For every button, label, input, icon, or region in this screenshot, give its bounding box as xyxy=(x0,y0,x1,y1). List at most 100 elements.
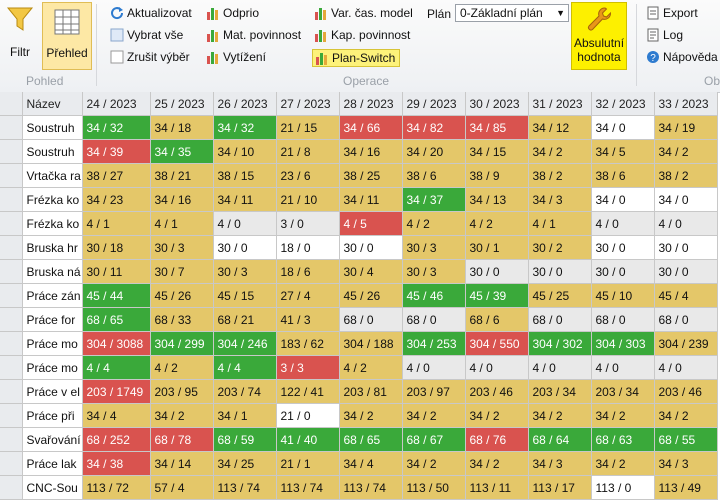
capacity-cell[interactable]: 68 / 33 xyxy=(150,307,214,332)
capacity-cell[interactable]: 30 / 7 xyxy=(150,259,214,284)
capacity-cell[interactable]: 34 / 5 xyxy=(591,139,655,164)
capacity-cell[interactable]: 4 / 0 xyxy=(654,355,718,380)
capacity-cell[interactable]: 304 / 302 xyxy=(528,331,592,356)
column-header-week[interactable]: 26 / 2023 xyxy=(213,92,277,116)
capacity-cell[interactable]: 34 / 4 xyxy=(82,403,151,428)
row-header[interactable] xyxy=(0,235,23,260)
capacity-cell[interactable]: 68 / 0 xyxy=(654,307,718,332)
capacity-cell[interactable]: 34 / 1 xyxy=(213,403,277,428)
select-all-button[interactable]: Vybrat vše xyxy=(110,28,183,42)
capacity-cell[interactable]: 38 / 2 xyxy=(654,163,718,188)
capacity-cell[interactable]: 4 / 4 xyxy=(82,355,151,380)
column-header-week[interactable]: 24 / 2023 xyxy=(82,92,151,116)
utilization-button[interactable]: Vytížení xyxy=(206,50,266,64)
capacity-cell[interactable]: 34 / 2 xyxy=(150,403,214,428)
capacity-cell[interactable]: 45 / 25 xyxy=(528,283,592,308)
capacity-cell[interactable]: 34 / 66 xyxy=(339,115,403,140)
capacity-cell[interactable]: 4 / 0 xyxy=(591,355,655,380)
capacity-cell[interactable]: 4 / 2 xyxy=(402,211,466,236)
capacity-cell[interactable]: 113 / 50 xyxy=(402,475,466,500)
capacity-cell[interactable]: 34 / 25 xyxy=(213,451,277,476)
workcenter-name-cell[interactable]: Frézka ko xyxy=(22,211,83,236)
row-header[interactable] xyxy=(0,115,23,140)
material-duty-button[interactable]: Mat. povinnost xyxy=(206,28,301,42)
refresh-button[interactable]: Aktualizovat xyxy=(110,6,192,20)
capacity-cell[interactable]: 4 / 2 xyxy=(150,355,214,380)
capacity-cell[interactable]: 34 / 15 xyxy=(465,139,529,164)
capacity-cell[interactable]: 34 / 16 xyxy=(150,187,214,212)
table-row[interactable]: Práce mo 304 / 3088 304 / 299 304 / 246 183 … xyxy=(0,331,718,356)
row-header[interactable] xyxy=(0,427,23,452)
capacity-cell[interactable]: 3 / 0 xyxy=(276,211,340,236)
column-header-week[interactable]: 33 / 2023 xyxy=(654,92,718,116)
capacity-cell[interactable]: 30 / 0 xyxy=(654,259,718,284)
capacity-cell[interactable]: 34 / 39 xyxy=(82,139,151,164)
capacity-cell[interactable]: 4 / 0 xyxy=(465,355,529,380)
capacity-cell[interactable]: 30 / 4 xyxy=(339,259,403,284)
table-row[interactable]: Svařování 68 / 252 68 / 78 68 / 59 41 / 40 68… xyxy=(0,427,718,452)
capacity-cell[interactable]: 21 / 1 xyxy=(276,451,340,476)
capacity-cell[interactable]: 57 / 4 xyxy=(150,475,214,500)
capacity-cell[interactable]: 203 / 97 xyxy=(402,379,466,404)
table-row[interactable]: Práce lak 34 / 38 34 / 14 34 / 25 21 / 1 34 /… xyxy=(0,451,718,476)
row-header[interactable] xyxy=(0,307,23,332)
capacity-cell[interactable]: 304 / 239 xyxy=(654,331,718,356)
table-row[interactable]: Práce for 68 / 65 68 / 33 68 / 21 41 / 3 68 /… xyxy=(0,307,718,332)
capacity-cell[interactable]: 41 / 3 xyxy=(276,307,340,332)
row-header[interactable] xyxy=(0,403,23,428)
capacity-cell[interactable]: 18 / 0 xyxy=(276,235,340,260)
capacity-cell[interactable]: 45 / 26 xyxy=(150,283,214,308)
capacity-cell[interactable]: 30 / 2 xyxy=(528,235,592,260)
workcenter-name-cell[interactable]: Bruska ná xyxy=(22,259,83,284)
capacity-cell[interactable]: 203 / 34 xyxy=(591,379,655,404)
capacity-cell[interactable]: 38 / 6 xyxy=(402,163,466,188)
column-header-week[interactable]: 27 / 2023 xyxy=(276,92,340,116)
capacity-cell[interactable]: 34 / 2 xyxy=(465,403,529,428)
capacity-cell[interactable]: 113 / 72 xyxy=(82,475,151,500)
capacity-cell[interactable]: 45 / 44 xyxy=(82,283,151,308)
capacity-cell[interactable]: 30 / 0 xyxy=(591,235,655,260)
capacity-cell[interactable]: 38 / 21 xyxy=(150,163,214,188)
capacity-cell[interactable]: 34 / 18 xyxy=(150,115,214,140)
capacity-cell[interactable]: 203 / 34 xyxy=(528,379,592,404)
capacity-cell[interactable]: 34 / 14 xyxy=(150,451,214,476)
capacity-cell[interactable]: 113 / 74 xyxy=(213,475,277,500)
capacity-cell[interactable]: 203 / 95 xyxy=(150,379,214,404)
capacity-cell[interactable]: 34 / 2 xyxy=(528,403,592,428)
capacity-cell[interactable]: 34 / 32 xyxy=(82,115,151,140)
column-header-name[interactable]: Název xyxy=(22,92,83,116)
capacity-cell[interactable]: 122 / 41 xyxy=(276,379,340,404)
table-row[interactable]: CNC-Sou 113 / 72 57 / 4 113 / 74 113 / 74 113… xyxy=(0,475,718,500)
capacity-cell[interactable]: 30 / 3 xyxy=(213,259,277,284)
export-button[interactable]: Export xyxy=(646,6,698,20)
capacity-cell[interactable]: 30 / 0 xyxy=(528,259,592,284)
log-button[interactable]: Log xyxy=(646,28,683,42)
capacity-cell[interactable]: 34 / 85 xyxy=(465,115,529,140)
capacity-cell[interactable]: 34 / 2 xyxy=(654,403,718,428)
capacity-cell[interactable]: 304 / 188 xyxy=(339,331,403,356)
capacity-cell[interactable]: 34 / 2 xyxy=(591,403,655,428)
capacity-cell[interactable]: 30 / 3 xyxy=(402,259,466,284)
capacity-cell[interactable]: 203 / 46 xyxy=(465,379,529,404)
capacity-cell[interactable]: 30 / 0 xyxy=(213,235,277,260)
time-model-button[interactable]: Var. čas. model xyxy=(314,6,413,20)
capacity-cell[interactable]: 38 / 2 xyxy=(528,163,592,188)
capacity-cell[interactable]: 45 / 4 xyxy=(654,283,718,308)
overview-button[interactable]: Přehled xyxy=(42,2,92,70)
row-header[interactable] xyxy=(0,475,23,500)
table-row[interactable]: Vrtačka ra 38 / 27 38 / 21 38 / 15 23 / 6 38 … xyxy=(0,163,718,188)
capacity-cell[interactable]: 183 / 62 xyxy=(276,331,340,356)
capacity-cell[interactable]: 34 / 37 xyxy=(402,187,466,212)
row-header[interactable] xyxy=(0,139,23,164)
capacity-cell[interactable]: 34 / 2 xyxy=(402,451,466,476)
capacity-duty-button[interactable]: Kap. povinnost xyxy=(314,28,410,42)
capacity-cell[interactable]: 4 / 1 xyxy=(82,211,151,236)
capacity-cell[interactable]: 34 / 3 xyxy=(528,187,592,212)
capacity-cell[interactable]: 4 / 1 xyxy=(528,211,592,236)
capacity-cell[interactable]: 34 / 20 xyxy=(402,139,466,164)
capacity-cell[interactable]: 30 / 3 xyxy=(150,235,214,260)
capacity-cell[interactable]: 68 / 55 xyxy=(654,427,718,452)
capacity-cell[interactable]: 30 / 0 xyxy=(591,259,655,284)
